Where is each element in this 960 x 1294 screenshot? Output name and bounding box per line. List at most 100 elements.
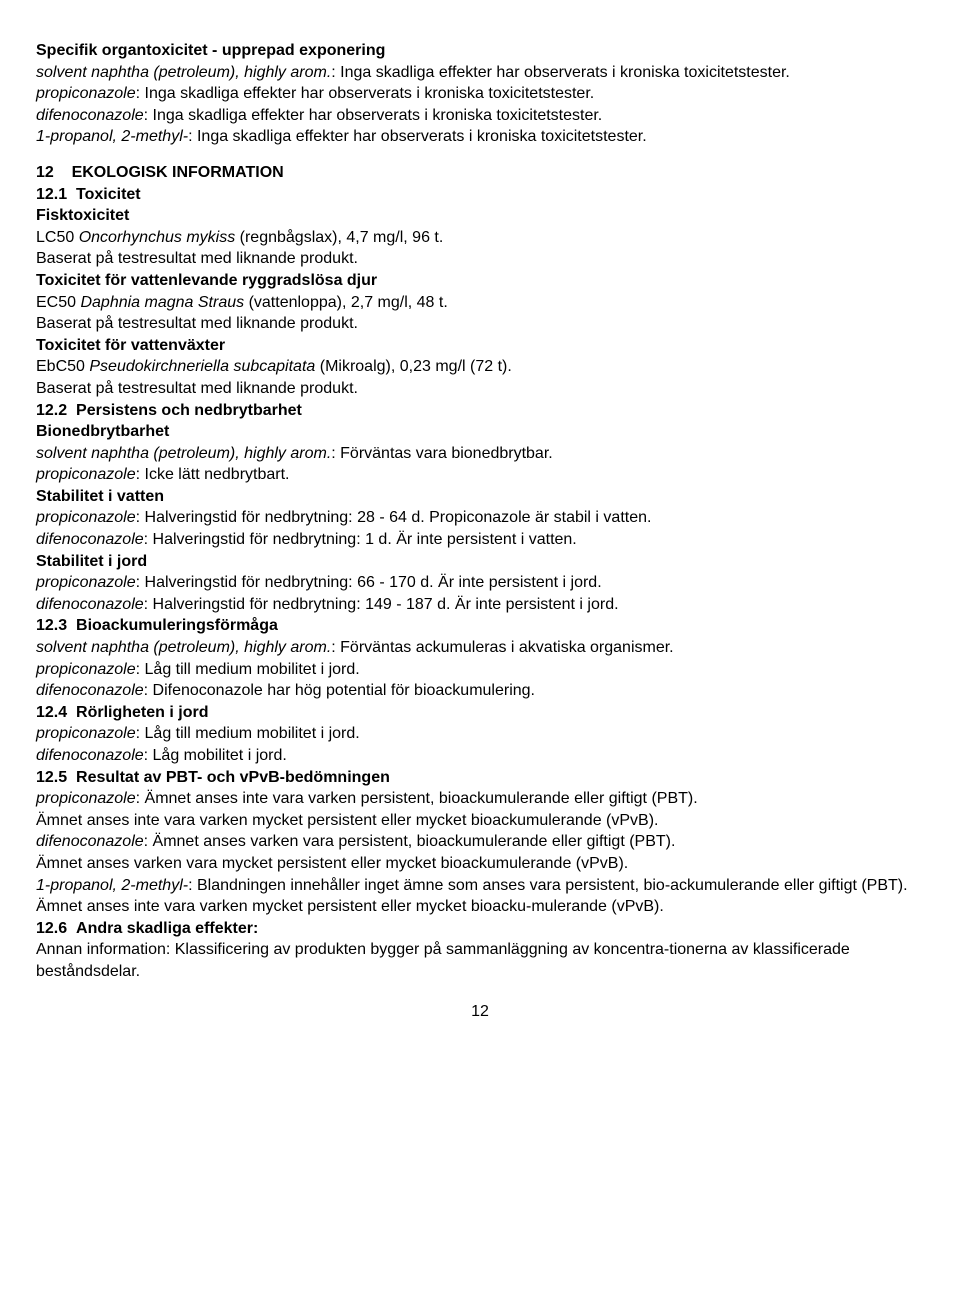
bio-heading: Bionedbrytbarhet: [36, 421, 924, 443]
vaxt-heading: Toxicitet för vattenväxter: [36, 335, 924, 357]
pbt-line-5: 1-propanol, 2-methyl-: Blandningen inneh…: [36, 875, 924, 897]
section-12-2-title: 12.2 Persistens och nedbrytbarhet: [36, 400, 924, 422]
substance-name: difenoconazole: [36, 833, 144, 850]
subsection-label: Toxicitet: [76, 186, 141, 203]
pbt-line-4: Ämnet anses varken vara mycket persisten…: [36, 853, 924, 875]
stabv-heading: Stabilitet i vatten: [36, 486, 924, 508]
stabv-line-2: difenoconazole: Halveringstid för nedbry…: [36, 529, 924, 551]
subsection-label: Resultat av PBT- och vPvB-bedömningen: [76, 769, 390, 786]
subsection-number: 12.1: [36, 186, 67, 203]
other-effects-line: Annan information: Klassificering av pro…: [36, 939, 924, 982]
text: : Blandningen innehåller inget ämne som …: [188, 877, 908, 894]
text: LC50: [36, 229, 79, 246]
text: : Icke lätt nedbrytbart.: [136, 466, 290, 483]
text: : Inga skadliga effekter har observerats…: [331, 64, 790, 81]
text: : Ämnet anses inte vara varken persisten…: [136, 790, 698, 807]
stabj-line-2: difenoconazole: Halveringstid för nedbry…: [36, 594, 924, 616]
text: (regnbågslax), 4,7 mg/l, 96 t.: [235, 229, 443, 246]
rygg-heading: Toxicitet för vattenlevande ryggradslösa…: [36, 270, 924, 292]
substance-name: 1-propanol, 2-methyl-: [36, 877, 188, 894]
text: : Halveringstid för nedbrytning: 66 - 17…: [136, 574, 602, 591]
bioack-line-3: difenoconazole: Difenoconazole har hög p…: [36, 680, 924, 702]
organtox-line-2: propiconazole: Inga skadliga effekter ha…: [36, 83, 924, 105]
substance-name: solvent naphtha (petroleum), highly arom…: [36, 639, 331, 656]
section-12-title: 12 EKOLOGISK INFORMATION: [36, 162, 924, 184]
section-label: EKOLOGISK INFORMATION: [72, 164, 284, 181]
substance-name: difenoconazole: [36, 531, 144, 548]
subsection-number: 12.3: [36, 617, 67, 634]
section-12-1-title: 12.1 Toxicitet: [36, 184, 924, 206]
text: (vattenloppa), 2,7 mg/l, 48 t.: [244, 294, 448, 311]
page-number: 12: [36, 1001, 924, 1023]
subsection-number: 12.2: [36, 402, 67, 419]
text: EC50: [36, 294, 80, 311]
text: : Halveringstid för nedbrytning: 28 - 64…: [136, 509, 652, 526]
fisk-line-1: LC50 Oncorhynchus mykiss (regnbågslax), …: [36, 227, 924, 249]
subsection-number: 12.6: [36, 920, 67, 937]
text: : Inga skadliga effekter har observerats…: [188, 128, 647, 145]
substance-name: 1-propanol, 2-methyl-: [36, 128, 188, 145]
bio-line-1: solvent naphtha (petroleum), highly arom…: [36, 443, 924, 465]
vaxt-line-2: Baserat på testresultat med liknande pro…: [36, 378, 924, 400]
section-12-4-title: 12.4 Rörligheten i jord: [36, 702, 924, 724]
organtox-heading: Specifik organtoxicitet - upprepad expon…: [36, 40, 924, 62]
text: : Inga skadliga effekter har observerats…: [136, 85, 595, 102]
substance-name: propiconazole: [36, 466, 136, 483]
species: Daphnia magna Straus: [80, 294, 244, 311]
text: EbC50: [36, 358, 89, 375]
text: : Förväntas ackumuleras i akvatiska orga…: [331, 639, 673, 656]
text: : Inga skadliga effekter har observerats…: [144, 107, 603, 124]
text: : Förväntas vara bionedbrytbar.: [331, 445, 552, 462]
stabj-line-1: propiconazole: Halveringstid för nedbryt…: [36, 572, 924, 594]
bioack-line-2: propiconazole: Låg till medium mobilitet…: [36, 659, 924, 681]
pbt-line-2: Ämnet anses inte vara varken mycket pers…: [36, 810, 924, 832]
organtox-line-1: solvent naphtha (petroleum), highly arom…: [36, 62, 924, 84]
text: : Halveringstid för nedbrytning: 1 d. Är…: [144, 531, 577, 548]
rygg-line-2: Baserat på testresultat med liknande pro…: [36, 313, 924, 335]
species: Oncorhynchus mykiss: [79, 229, 236, 246]
vaxt-line-1: EbC50 Pseudokirchneriella subcapitata (M…: [36, 356, 924, 378]
text: : Ämnet anses varken vara persistent, bi…: [144, 833, 676, 850]
stabv-line-1: propiconazole: Halveringstid för nedbryt…: [36, 507, 924, 529]
organtox-line-4: 1-propanol, 2-methyl-: Inga skadliga eff…: [36, 126, 924, 148]
mob-line-2: difenoconazole: Låg mobilitet i jord.: [36, 745, 924, 767]
substance-name: solvent naphtha (petroleum), highly arom…: [36, 445, 331, 462]
substance-name: propiconazole: [36, 574, 136, 591]
section-12-6-title: 12.6 Andra skadliga effekter:: [36, 918, 924, 940]
species: Pseudokirchneriella subcapitata: [89, 358, 315, 375]
text: : Låg till medium mobilitet i jord.: [136, 725, 360, 742]
pbt-line-6: Ämnet anses inte vara varken mycket pers…: [36, 896, 924, 918]
stabj-heading: Stabilitet i jord: [36, 551, 924, 573]
pbt-line-1: propiconazole: Ämnet anses inte vara var…: [36, 788, 924, 810]
section-12-5-title: 12.5 Resultat av PBT- och vPvB-bedömning…: [36, 767, 924, 789]
substance-name: propiconazole: [36, 661, 136, 678]
subsection-label: Rörligheten i jord: [76, 704, 208, 721]
substance-name: solvent naphtha (petroleum), highly arom…: [36, 64, 331, 81]
substance-name: propiconazole: [36, 509, 136, 526]
section-12-3-title: 12.3 Bioackumuleringsförmåga: [36, 615, 924, 637]
section-number: 12: [36, 164, 54, 181]
text: (Mikroalg), 0,23 mg/l (72 t).: [315, 358, 512, 375]
subsection-number: 12.4: [36, 704, 67, 721]
substance-name: difenoconazole: [36, 596, 144, 613]
subsection-label: Andra skadliga effekter:: [76, 920, 258, 937]
subsection-label: Persistens och nedbrytbarhet: [76, 402, 302, 419]
text: : Difenoconazole har hög potential för b…: [144, 682, 535, 699]
pbt-line-3: difenoconazole: Ämnet anses varken vara …: [36, 831, 924, 853]
substance-name: difenoconazole: [36, 747, 144, 764]
text: : Halveringstid för nedbrytning: 149 - 1…: [144, 596, 619, 613]
text: : Låg mobilitet i jord.: [144, 747, 287, 764]
fisk-heading: Fisktoxicitet: [36, 205, 924, 227]
text: : Låg till medium mobilitet i jord.: [136, 661, 360, 678]
subsection-label: Bioackumuleringsförmåga: [76, 617, 278, 634]
mob-line-1: propiconazole: Låg till medium mobilitet…: [36, 723, 924, 745]
substance-name: propiconazole: [36, 85, 136, 102]
substance-name: difenoconazole: [36, 107, 144, 124]
substance-name: propiconazole: [36, 725, 136, 742]
subsection-number: 12.5: [36, 769, 67, 786]
bio-line-2: propiconazole: Icke lätt nedbrytbart.: [36, 464, 924, 486]
bioack-line-1: solvent naphtha (petroleum), highly arom…: [36, 637, 924, 659]
substance-name: difenoconazole: [36, 682, 144, 699]
substance-name: propiconazole: [36, 790, 136, 807]
rygg-line-1: EC50 Daphnia magna Straus (vattenloppa),…: [36, 292, 924, 314]
